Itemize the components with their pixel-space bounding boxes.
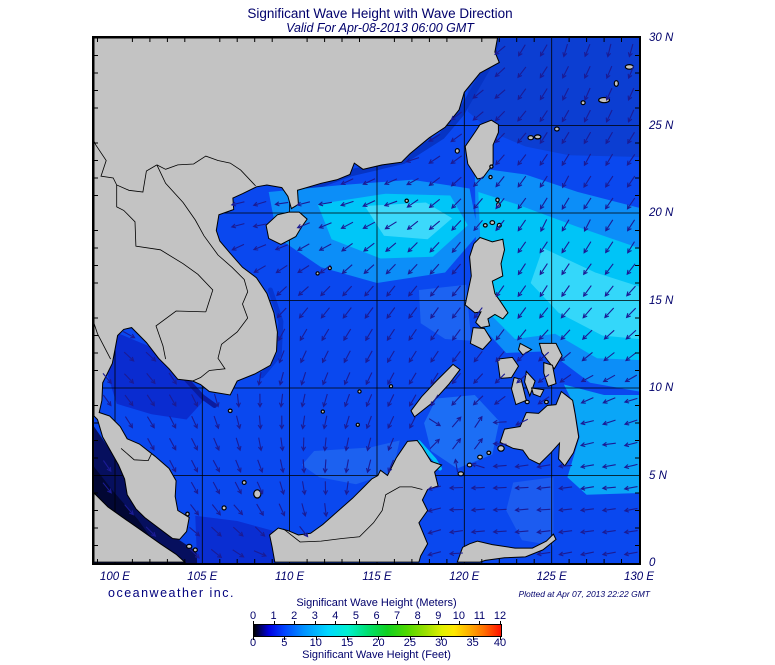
lon-tick-label: 130 E [623,571,655,583]
lat-tick-label: 0 [649,557,656,569]
colorbar-meters-tick-label: 10 [452,610,465,622]
colorbar-tick-mark [273,621,275,624]
colorbar-tick-mark [347,637,349,640]
colorbar-tick-mark [417,621,419,624]
colorbar-feet-tick-label: 40 [493,637,507,649]
legend-feet-label: Significant Wave Height (Feet) [302,649,451,661]
colorbar-feet-tick-label: 35 [466,637,479,649]
axis-minor-ticks [94,38,639,563]
colorbar-tick-mark [500,637,501,640]
colorbar-meters-tick-label: 0 [249,610,257,622]
colorbar-meters-tick-label: 11 [473,610,486,622]
colorbar-tick-mark [458,621,460,624]
colorbar-meters-tick-label: 4 [332,610,339,622]
colorbar-feet-tick-label: 5 [281,637,288,649]
lon-tick-label: 100 E [99,571,130,583]
lat-tick-label: 10 N [649,382,674,394]
colorbar-tick-mark [409,637,411,640]
colorbar-tick-mark [500,621,501,624]
colorbar-meters-tick-label: 2 [291,610,298,622]
colorbar-feet-tick-label: 15 [340,637,354,649]
oceanweather-logo-text: oceanweather inc. [108,586,235,600]
plotted-at-timestamp: Plotted at Apr 07, 2013 22:22 GMT [518,589,650,599]
lon-tick-label: 110 E [275,571,305,583]
colorbar-tick-mark [441,637,443,640]
colorbar-meters-tick-label: 7 [394,610,401,622]
colorbar-tick-mark [355,621,357,624]
lat-tick-label: 20 N [649,207,674,219]
colorbar-tick-mark [294,621,296,624]
colorbar-meters-tick-label: 5 [352,610,359,622]
colorbar-meters-tick-label: 12 [493,610,507,622]
wave-height-colorbar [253,624,502,637]
lon-tick-label: 125 E [536,571,567,583]
colorbar-feet-tick-label: 30 [435,637,448,649]
lat-tick-label: 30 N [649,32,674,44]
colorbar-meters-tick-label: 3 [311,610,318,622]
colorbar-meters-tick-label: 8 [414,610,421,622]
colorbar-tick-mark [335,621,337,624]
wave-direction-arrows [102,43,638,559]
wave-map [94,38,639,563]
lon-tick-label: 120 E [449,571,480,583]
colorbar-tick-mark [378,637,380,640]
lon-tick-label: 105 E [187,571,218,583]
colorbar-tick-mark [376,621,378,624]
colorbar-meters-tick-label: 6 [373,610,380,622]
colorbar-tick-mark [253,621,254,624]
colorbar-feet-tick-label: 25 [403,637,416,649]
colorbar-tick-mark [397,621,399,624]
colorbar-tick-mark [253,637,254,640]
lat-tick-label: 15 N [649,294,674,307]
legend-meters-label: Significant Wave Height (Meters) [296,597,457,609]
colorbar-feet-tick-label: 0 [249,637,257,649]
colorbar-tick-mark [315,637,317,640]
colorbar-meters-tick-label: 9 [435,610,442,622]
chart-subtitle: Valid For Apr-08-2013 06:00 GMT [286,21,474,35]
chart-title: Significant Wave Height with Wave Direct… [247,6,513,21]
colorbar-tick-mark [438,621,440,624]
lat-tick-label: 25 N [649,119,674,132]
colorbar-tick-mark [314,621,316,624]
colorbar-tick-mark [284,637,286,640]
lat-tick-label: 5 N [649,469,667,482]
lon-tick-label: 115 E [362,571,392,583]
map-plot-frame [92,36,641,565]
colorbar-tick-mark [479,621,481,624]
colorbar-tick-mark [472,637,474,640]
colorbar-meters-tick-label: 1 [270,610,277,622]
colorbar-feet-tick-label: 10 [309,637,322,649]
colorbar-feet-tick-label: 20 [372,637,385,649]
